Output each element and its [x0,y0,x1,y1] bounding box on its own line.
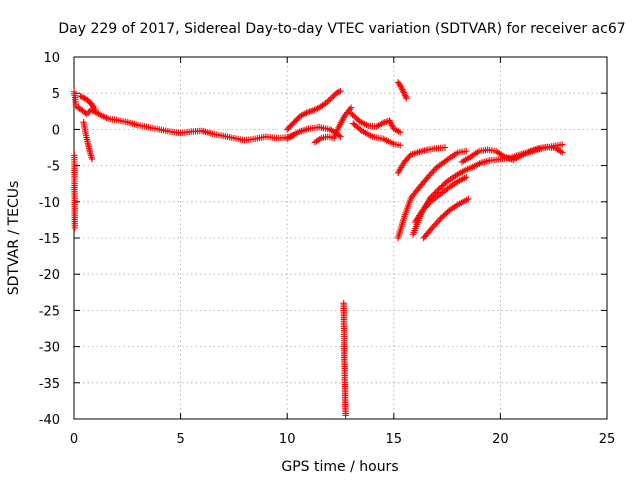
data-point [402,93,410,101]
data-point [333,90,340,97]
data-point [465,195,472,203]
data-point [77,92,84,100]
data-point [400,89,407,96]
data-point [426,172,433,179]
data-point [71,224,79,232]
data-point [399,87,407,95]
data-point [327,95,334,103]
data-point [433,187,441,195]
data-point [92,106,99,114]
data-point [463,173,470,181]
data-point [403,95,410,102]
data-point [431,221,439,228]
data-points [70,79,566,419]
data-point [432,189,439,196]
data-point [428,193,435,200]
data-point [85,109,92,116]
data-point [463,147,470,155]
data-point [328,94,336,101]
data-point [429,192,437,199]
y-tick-label: -40 [39,413,60,428]
data-point [335,132,343,139]
y-tick-label: -15 [39,232,60,247]
data-point [78,93,86,101]
x-tick-label: 10 [279,432,296,447]
grid-lines [74,57,607,419]
data-point [401,90,408,98]
x-tick-label: 15 [386,432,403,447]
data-point [396,142,404,149]
data-point [334,89,341,96]
data-point [325,97,332,104]
y-tick-label: 5 [52,87,60,102]
data-point [427,170,434,178]
data-point [342,412,349,419]
x-tick-label: 20 [492,432,509,447]
data-point [335,88,343,95]
data-point [431,190,438,198]
y-tick-labels: 10 5 0 -5 -10 -15 -20 -25 -30 -35 -40 [39,51,60,428]
data-point [434,218,442,225]
x-tick-label: 25 [599,432,616,447]
data-point [83,110,90,118]
x-tick-label: 0 [70,432,78,447]
data-point [337,133,344,140]
data-point [396,82,404,89]
x-tick-labels: 0 5 10 15 20 25 [70,432,615,447]
data-point [428,224,436,232]
y-tick-label: -5 [47,160,60,175]
chart-title: Day 229 of 2017, Sidereal Day-to-day VTE… [58,21,625,37]
data-point [428,169,436,176]
y-tick-label: -35 [39,377,60,392]
x-tick-label: 5 [176,432,184,447]
y-tick-label: 0 [52,123,60,138]
y-tick-label: -25 [39,304,60,319]
data-point [398,84,405,92]
data-point [399,86,406,93]
data-point [337,87,344,95]
data-point [347,104,355,111]
data-point [330,92,337,100]
data-point [559,149,566,156]
data-point [430,223,437,230]
y-tick-label: -30 [39,341,60,356]
x-axis-title: GPS time / hours [281,459,398,475]
data-point [401,92,409,99]
y-axis-title: SDTVAR / TECUs [6,181,22,296]
data-point [431,166,439,173]
data-point [441,144,449,151]
y-tick-label: 10 [43,51,60,66]
data-point [430,167,437,175]
y-tick-label: -10 [39,196,60,211]
data-point [433,219,440,227]
data-point [426,194,434,202]
y-tick-label: -20 [39,268,60,283]
data-point [88,155,96,163]
data-point [424,173,432,181]
data-point [436,216,443,224]
data-point [397,83,405,90]
axis-ticks [73,56,608,420]
data-point [559,141,566,148]
data-point [396,129,404,136]
